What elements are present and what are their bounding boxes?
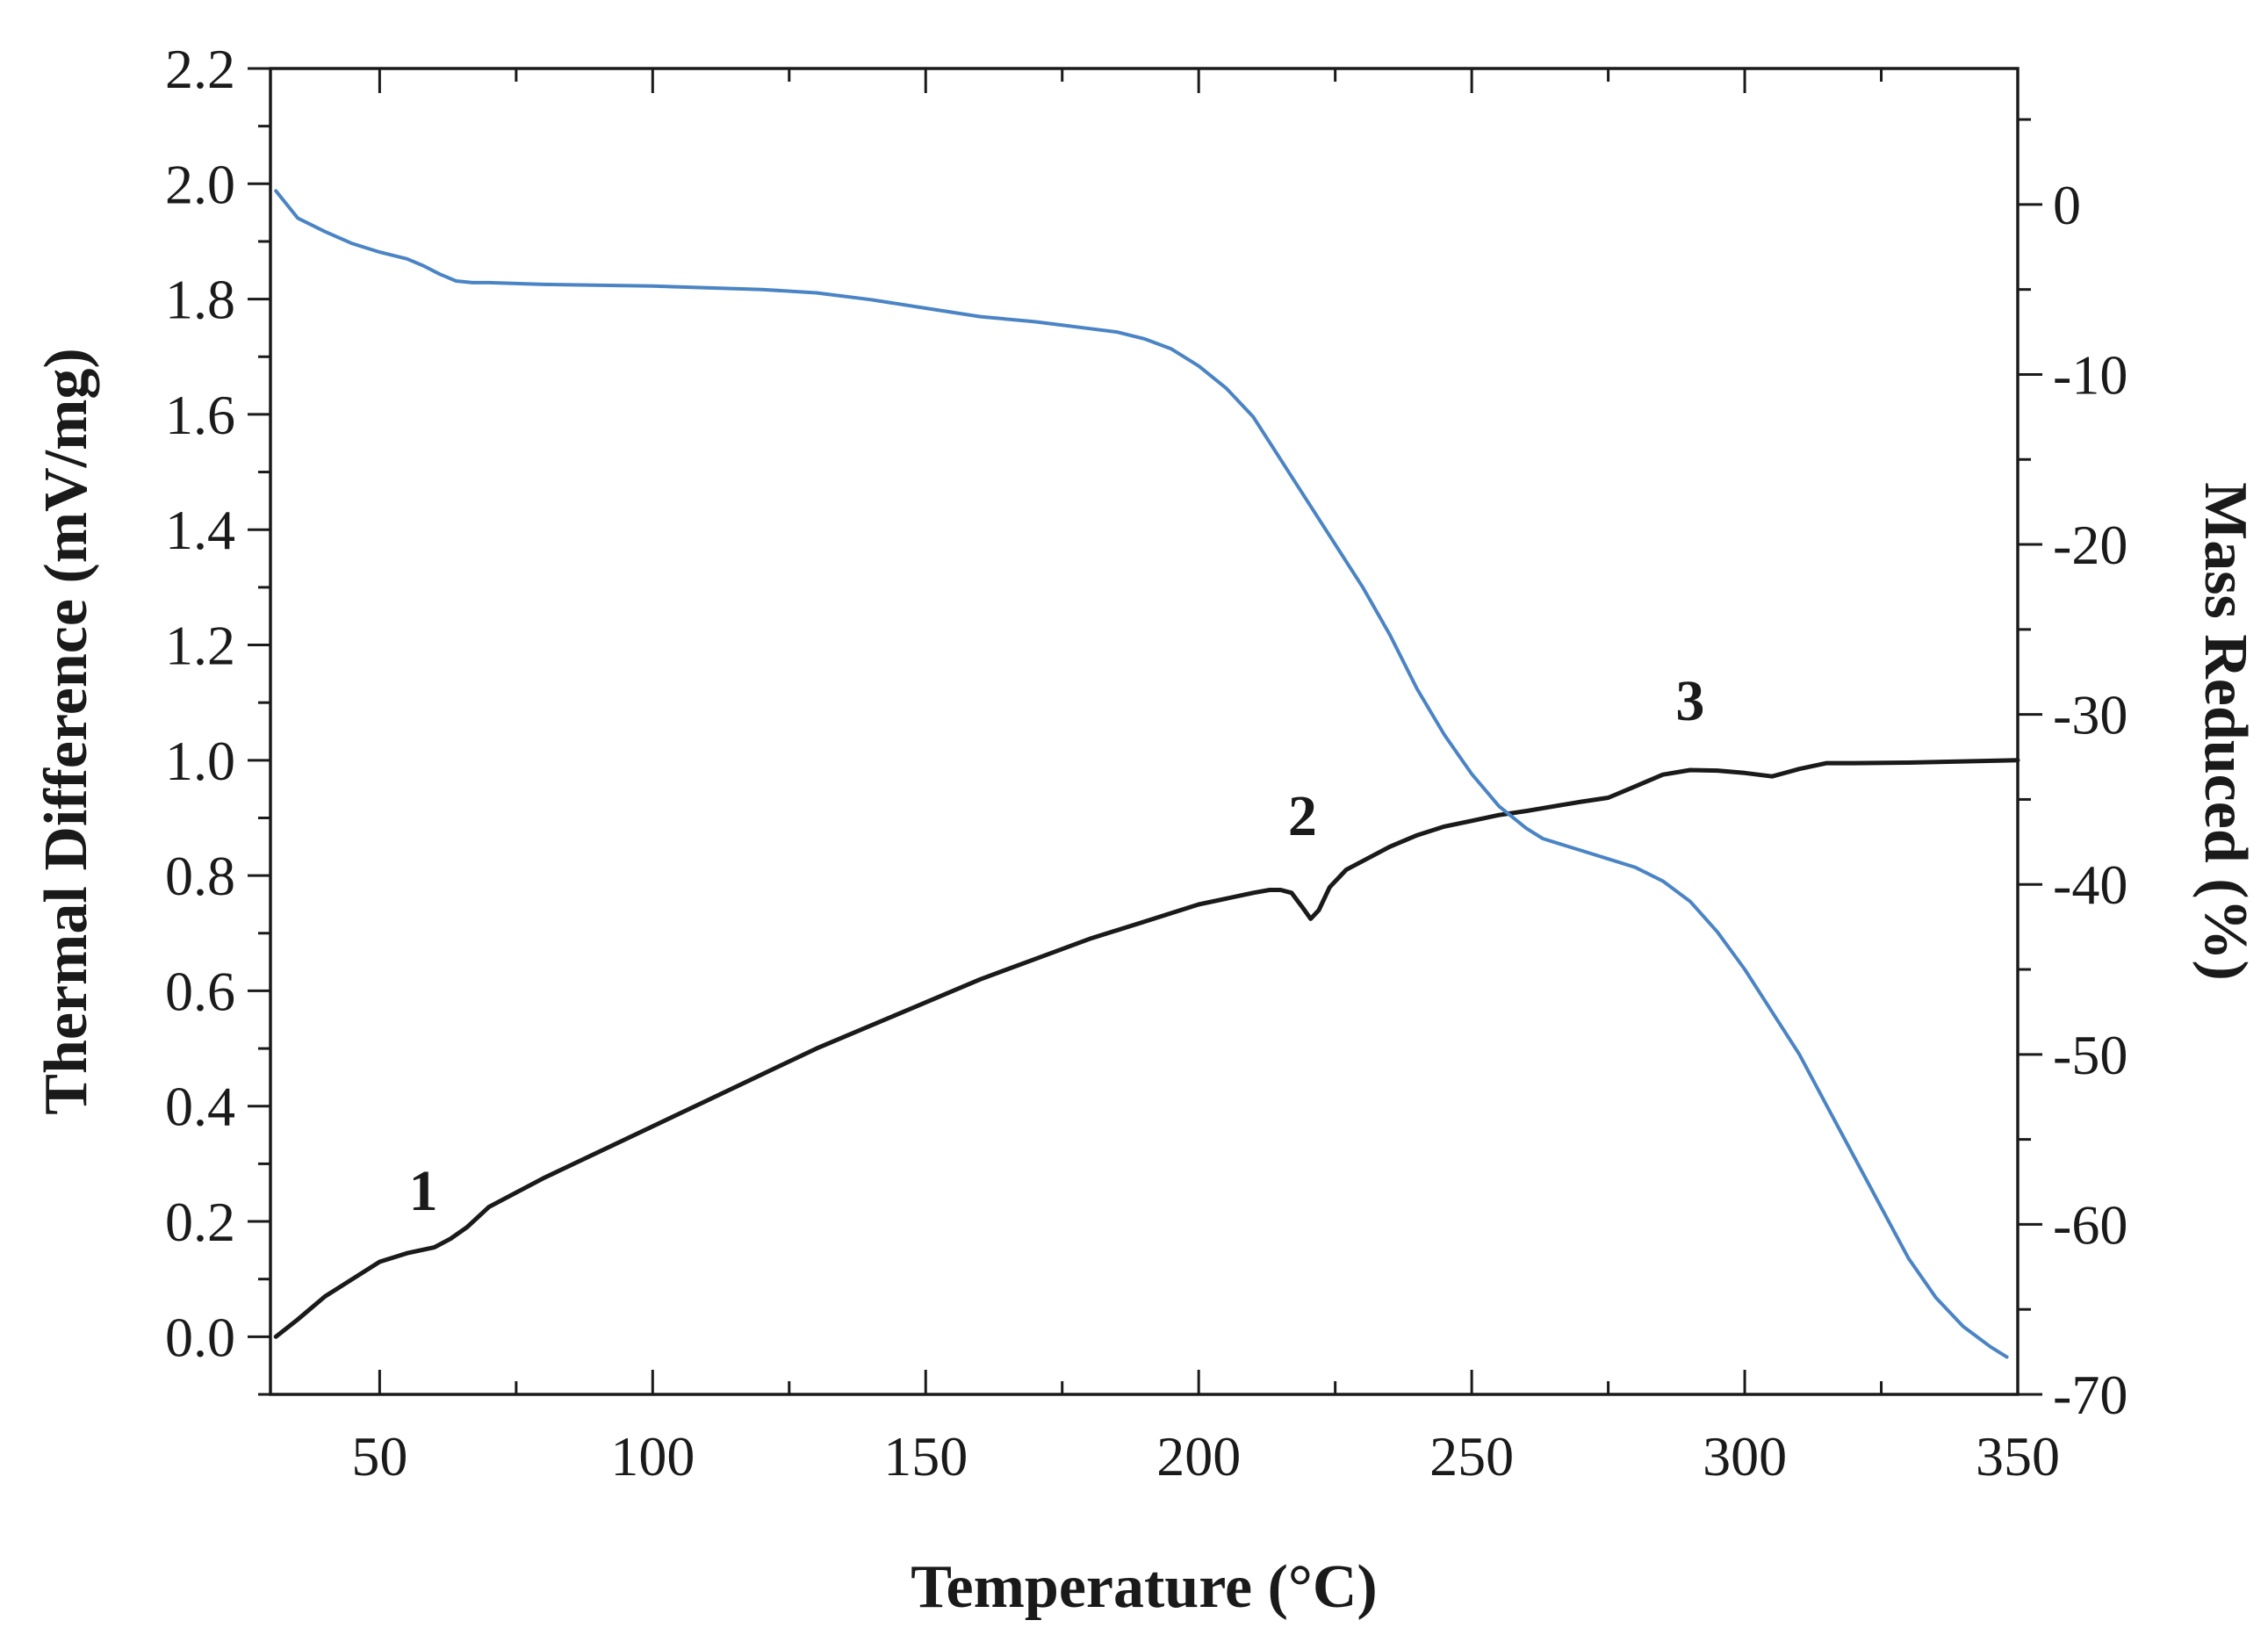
- series-layer: [273, 189, 2020, 1359]
- x-tick-label: 250: [1429, 1425, 1514, 1487]
- y-left-tick-label: 1.0: [165, 730, 235, 792]
- x-axis-ticks: 50 100 150 200 250 300 350: [351, 68, 2060, 1487]
- y-right-tick-label: -40: [2053, 853, 2128, 916]
- y-right-tick-label: -50: [2053, 1024, 2128, 1086]
- x-tick-label: 150: [883, 1425, 968, 1487]
- plot-frame: [269, 67, 2020, 1396]
- y-left-tick-label: 1.2: [165, 615, 235, 677]
- y-right-tick-label: -70: [2053, 1364, 2128, 1426]
- y-left-tick-label: 0.2: [165, 1191, 235, 1253]
- peak-annotation-2: 2: [1288, 784, 1317, 848]
- peak-annotation-1: 1: [409, 1159, 438, 1223]
- x-tick-label: 50: [351, 1425, 407, 1487]
- y-right-axis-title: Mass Reduced (%): [2192, 482, 2259, 981]
- y-right-tick-label: 0: [2053, 174, 2081, 236]
- x-tick-label: 350: [1976, 1425, 2060, 1487]
- y-left-tick-label: 1.8: [165, 269, 235, 331]
- y-left-tick-label: 0.6: [165, 960, 235, 1022]
- y-right-tick-label: -60: [2053, 1193, 2128, 1256]
- annotation-layer: 1 2 3: [409, 669, 1705, 1223]
- mass-reduced-line: [274, 189, 2009, 1359]
- x-axis-title: Temperature (°C): [911, 1553, 1378, 1621]
- peak-annotation-3: 3: [1675, 669, 1704, 733]
- y-left-tick-label: 1.6: [165, 384, 235, 446]
- y-left-tick-label: 0.4: [165, 1076, 235, 1138]
- y-left-tick-label: 2.0: [165, 153, 235, 215]
- x-tick-label: 100: [610, 1425, 695, 1487]
- x-tick-label: 200: [1156, 1425, 1241, 1487]
- x-tick-label: 300: [1703, 1425, 1787, 1487]
- y-left-tick-label: 0.0: [165, 1306, 235, 1368]
- y-left-axis-ticks: 0.0 0.2 0.4 0.6 0.8 1.0 1.2 1.4 1.6 1.8 2.0 2.2: [165, 38, 270, 1396]
- y-left-tick-label: 0.8: [165, 845, 235, 907]
- y-right-tick-label: -20: [2053, 514, 2128, 576]
- y-left-tick-label: 2.2: [165, 38, 235, 100]
- y-right-tick-label: -10: [2053, 343, 2128, 406]
- y-right-axis-ticks: 0 -10 -20 -30 -40 -50 -60 -70: [2018, 118, 2128, 1426]
- y-left-axis-title: Thermal Difference (mV/mg): [32, 348, 100, 1114]
- thermal-difference-line: [273, 758, 2020, 1339]
- y-left-tick-label: 1.4: [165, 499, 235, 561]
- y-right-tick-label: -30: [2053, 684, 2128, 746]
